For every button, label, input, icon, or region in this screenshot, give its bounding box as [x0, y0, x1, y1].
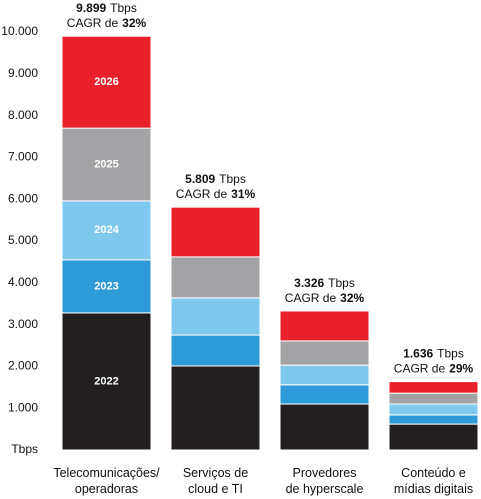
y-tick-label: 5.000	[8, 233, 38, 247]
cagr-value: 32%	[122, 16, 146, 30]
bar-segment	[279, 340, 370, 366]
y-tick-label: Tbps	[11, 442, 38, 456]
unit: Tbps	[219, 172, 246, 186]
y-tick-label: 7.000	[8, 150, 38, 164]
bar-segment	[388, 414, 479, 425]
cagr-prefix: CAGR de	[67, 16, 119, 30]
y-tick-label: 10.000	[1, 24, 38, 38]
x-tick-label: Provedores de hyperscale	[285, 466, 364, 496]
unit: Tbps	[437, 347, 464, 361]
total-value: 1.636	[403, 347, 433, 361]
total-label: 1.636 Tbps	[403, 347, 464, 361]
bar-segment	[170, 256, 261, 299]
cagr-prefix: CAGR de	[176, 187, 228, 201]
series-label: 2026	[94, 76, 118, 88]
y-tick-label: 9.000	[8, 66, 38, 80]
bar-segment	[388, 423, 479, 451]
unit: Tbps	[328, 276, 355, 290]
cagr-label: CAGR de 29%	[394, 362, 474, 376]
bar-segment	[170, 334, 261, 367]
series-label: 2025	[94, 158, 118, 170]
bar-segment	[61, 127, 152, 202]
y-tick-label: 6.000	[8, 191, 38, 205]
bar-segment	[61, 312, 152, 451]
series-label: 2022	[94, 375, 118, 387]
bar-segment	[61, 35, 152, 129]
cagr-value: 31%	[231, 187, 255, 201]
bar-segment	[279, 403, 370, 451]
total-value: 9.899	[76, 1, 106, 15]
bar-segment	[388, 392, 479, 405]
bar-segment	[170, 297, 261, 336]
bar-segment	[388, 381, 479, 394]
y-tick-label: 2.000	[8, 359, 38, 373]
bar-segment	[170, 365, 261, 451]
cagr-label: CAGR de 31%	[176, 187, 256, 201]
cagr-value: 32%	[340, 291, 364, 305]
cagr-label: CAGR de 32%	[67, 16, 147, 30]
cagr-label: CAGR de 32%	[285, 291, 365, 305]
total-label: 9.899 Tbps	[76, 1, 137, 15]
cagr-prefix: CAGR de	[285, 291, 337, 305]
bar-segment	[279, 310, 370, 342]
cagr-prefix: CAGR de	[394, 362, 446, 376]
total-value: 5.809	[185, 172, 215, 186]
y-tick-label: 1.000	[8, 400, 38, 414]
unit: Tbps	[110, 1, 137, 15]
total-label: 5.809 Tbps	[185, 172, 246, 186]
bar-segment	[388, 403, 479, 416]
bar-segment	[279, 364, 370, 386]
y-tick-label: 8.000	[8, 108, 38, 122]
bar-segment	[170, 206, 261, 258]
x-tick-label: Serviços de cloud e TI	[182, 466, 249, 496]
y-tick-label: 4.000	[8, 275, 38, 289]
total-value: 3.326	[294, 276, 324, 290]
x-tick-label: Conteúdo e mídias digitais	[393, 466, 474, 496]
series-label: 2024	[94, 224, 119, 236]
x-tick-label: Telecomunicações/ operadoras	[53, 466, 160, 496]
total-label: 3.326 Tbps	[294, 276, 355, 290]
y-tick-label: 3.000	[8, 317, 38, 331]
bar-segment	[279, 384, 370, 405]
cagr-value: 29%	[449, 362, 473, 376]
series-label: 2023	[94, 280, 118, 292]
bar-segment	[61, 259, 152, 314]
